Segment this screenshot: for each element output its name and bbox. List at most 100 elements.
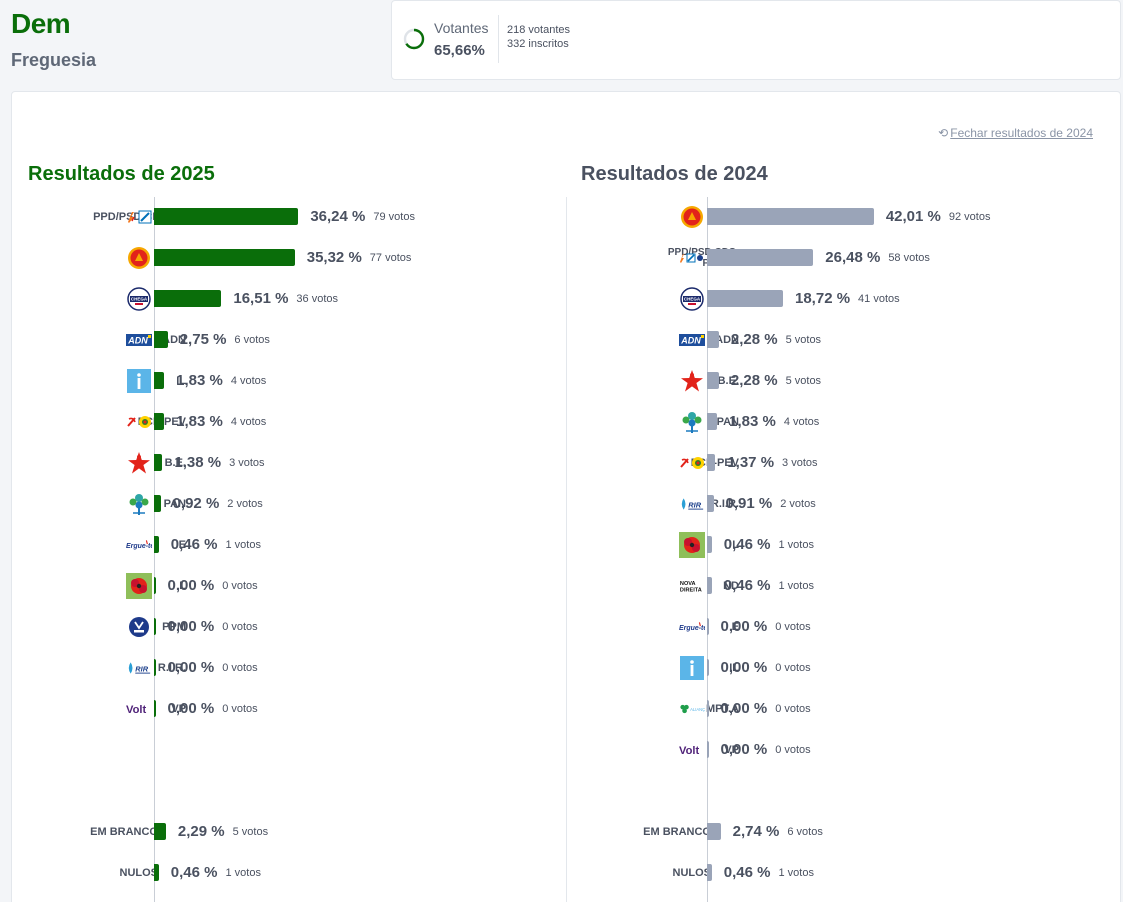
be-logo	[679, 369, 705, 393]
pan-logo	[679, 410, 705, 434]
svg-text:NOVA: NOVA	[680, 581, 696, 587]
vote-bar	[707, 659, 709, 676]
vote-percent: 1,83 %	[176, 413, 223, 430]
svg-text:DIREITA: DIREITA	[680, 588, 702, 594]
party-row: PS35,32 %77 votos	[12, 246, 562, 270]
party-row: PAN 1,83 % 4 votos	[12, 410, 819, 434]
party-row: L 0,46 % 1 votos	[12, 532, 814, 558]
vote-count: 5 votos	[785, 375, 822, 387]
party-row: R.I.R. RIR 0,00 % 0 votos	[12, 656, 562, 680]
party-name: PPM	[162, 621, 186, 633]
vote-bar	[707, 290, 783, 307]
vote-count: 4 votos	[230, 416, 267, 428]
party-name: IL	[729, 662, 739, 674]
volt-logo: Volt	[126, 697, 152, 721]
svg-text:CHEGA: CHEGA	[684, 297, 701, 302]
vote-percent: 0,46 %	[723, 577, 771, 594]
vote-count: 0 votos	[222, 580, 258, 592]
party-row: CHCHEGA 18,72 % 41 votos	[12, 287, 900, 311]
vote-bar	[707, 249, 814, 266]
party-row: B.E. 2,28 % 5 votos	[12, 369, 821, 393]
party-row: E Ergue-te 0,46 % 1 votos	[12, 533, 562, 557]
vote-count: 0 votos	[222, 662, 258, 674]
vote-bar	[707, 741, 709, 758]
vote-percent: 0,92 %	[172, 495, 220, 512]
vote-count: 77 votos	[369, 252, 412, 264]
vote-count: 0 votos	[222, 621, 258, 633]
party-name: E	[178, 539, 186, 551]
livre-logo	[126, 573, 152, 599]
result-row-blank: EM BRANCO 2,29 % 5 votos	[12, 820, 562, 844]
close-2024-results-link[interactable]: ⟲ Fechar resultados de 2024	[938, 126, 1093, 140]
party-name: R.I.R.	[157, 662, 186, 674]
vote-count: 0 votos	[775, 621, 811, 633]
vote-bar	[154, 864, 159, 881]
party-name: L	[732, 539, 739, 551]
party-name: E	[731, 621, 739, 633]
vote-percent: 2,74 %	[732, 823, 780, 840]
vote-count: 4 votos	[230, 375, 267, 387]
vote-bar	[707, 495, 714, 512]
vote-percent: 0,00 %	[167, 659, 215, 676]
party-row: ND NOVA DIREITA 0,46 % 1 votos	[12, 574, 814, 598]
vote-percent: 1,37 %	[727, 454, 775, 471]
vote-count: 0 votos	[222, 703, 258, 715]
vote-percent: 42,01 %	[885, 208, 941, 225]
ppm-logo	[126, 615, 152, 639]
turnout-ring-icon	[403, 28, 425, 50]
vote-percent: 1,38 %	[174, 454, 222, 471]
svg-text:ALIANÇA: ALIANÇA	[690, 707, 705, 712]
party-row: PCP-PEV1,83 %4 votos	[12, 410, 562, 434]
party-name: CH	[12, 287, 739, 311]
vote-count: 1 votos	[778, 867, 814, 879]
svg-text:RIR: RIR	[135, 665, 148, 674]
volt-logo: Volt	[679, 738, 705, 762]
vote-percent: 36,24 %	[310, 208, 366, 225]
vote-bar	[707, 208, 874, 225]
party-row: PAN 0,92 % 2 votos	[12, 492, 562, 516]
party-name: IL	[176, 375, 186, 387]
turnout-votantes: 218 votantes	[507, 24, 570, 36]
vote-count: 3 votos	[782, 457, 818, 469]
vote-bar	[707, 618, 709, 635]
vote-count: 6 votos	[787, 826, 823, 838]
mpt-logo: ALIANÇA	[679, 697, 705, 721]
svg-text:Volt: Volt	[126, 704, 146, 716]
vote-count: 5 votos	[232, 826, 269, 838]
vote-percent: 0,46 %	[723, 864, 771, 881]
party-name: ADN	[715, 334, 739, 346]
vote-bar	[154, 413, 165, 430]
turnout-label: Votantes	[434, 20, 489, 36]
vote-percent: 0,00 %	[167, 577, 215, 594]
vote-count: 1 votos	[225, 867, 261, 879]
party-row: IL 1,83 % 4 votos	[12, 369, 562, 393]
vote-bar	[154, 577, 156, 594]
results-2024-title: Resultados de 2024	[581, 163, 768, 185]
vote-count: 79 votos	[373, 211, 415, 223]
vote-bar	[707, 577, 712, 594]
turnout-inscritos: 332 inscritos	[507, 38, 569, 50]
vote-count: 2 votos	[227, 498, 263, 510]
adn-logo: ADN	[679, 328, 705, 352]
vote-bar	[154, 208, 299, 225]
vote-percent: 1,83 %	[176, 372, 223, 389]
livre-logo	[679, 532, 705, 558]
vote-count: 3 votos	[229, 457, 265, 469]
vote-percent: 26,48 %	[825, 249, 881, 266]
party-name: B.E.	[717, 375, 739, 387]
vote-count: 0 votos	[775, 744, 811, 756]
ergue-te-logo: Ergue-te	[679, 615, 705, 639]
vote-bar	[707, 536, 712, 553]
result-row-null: NULOS 0,46 % 1 votos	[12, 861, 562, 885]
party-row: VP Volt 0,00 % 0 votos	[12, 738, 811, 762]
vote-count: 1 votos	[778, 580, 814, 592]
svg-text:ADN: ADN	[127, 336, 148, 346]
party-row: ADN ADN 2,28 % 5 votos	[12, 328, 821, 352]
vote-bar	[154, 454, 163, 471]
party-name: ND	[723, 580, 739, 592]
party-name: PPD/PSD.CDS-PP.PPM	[12, 247, 739, 269]
vote-percent: 16,51 %	[233, 290, 289, 307]
svg-text:Ergue-te: Ergue-te	[126, 543, 152, 550]
vote-bar	[154, 536, 159, 553]
vote-bar	[154, 495, 161, 512]
